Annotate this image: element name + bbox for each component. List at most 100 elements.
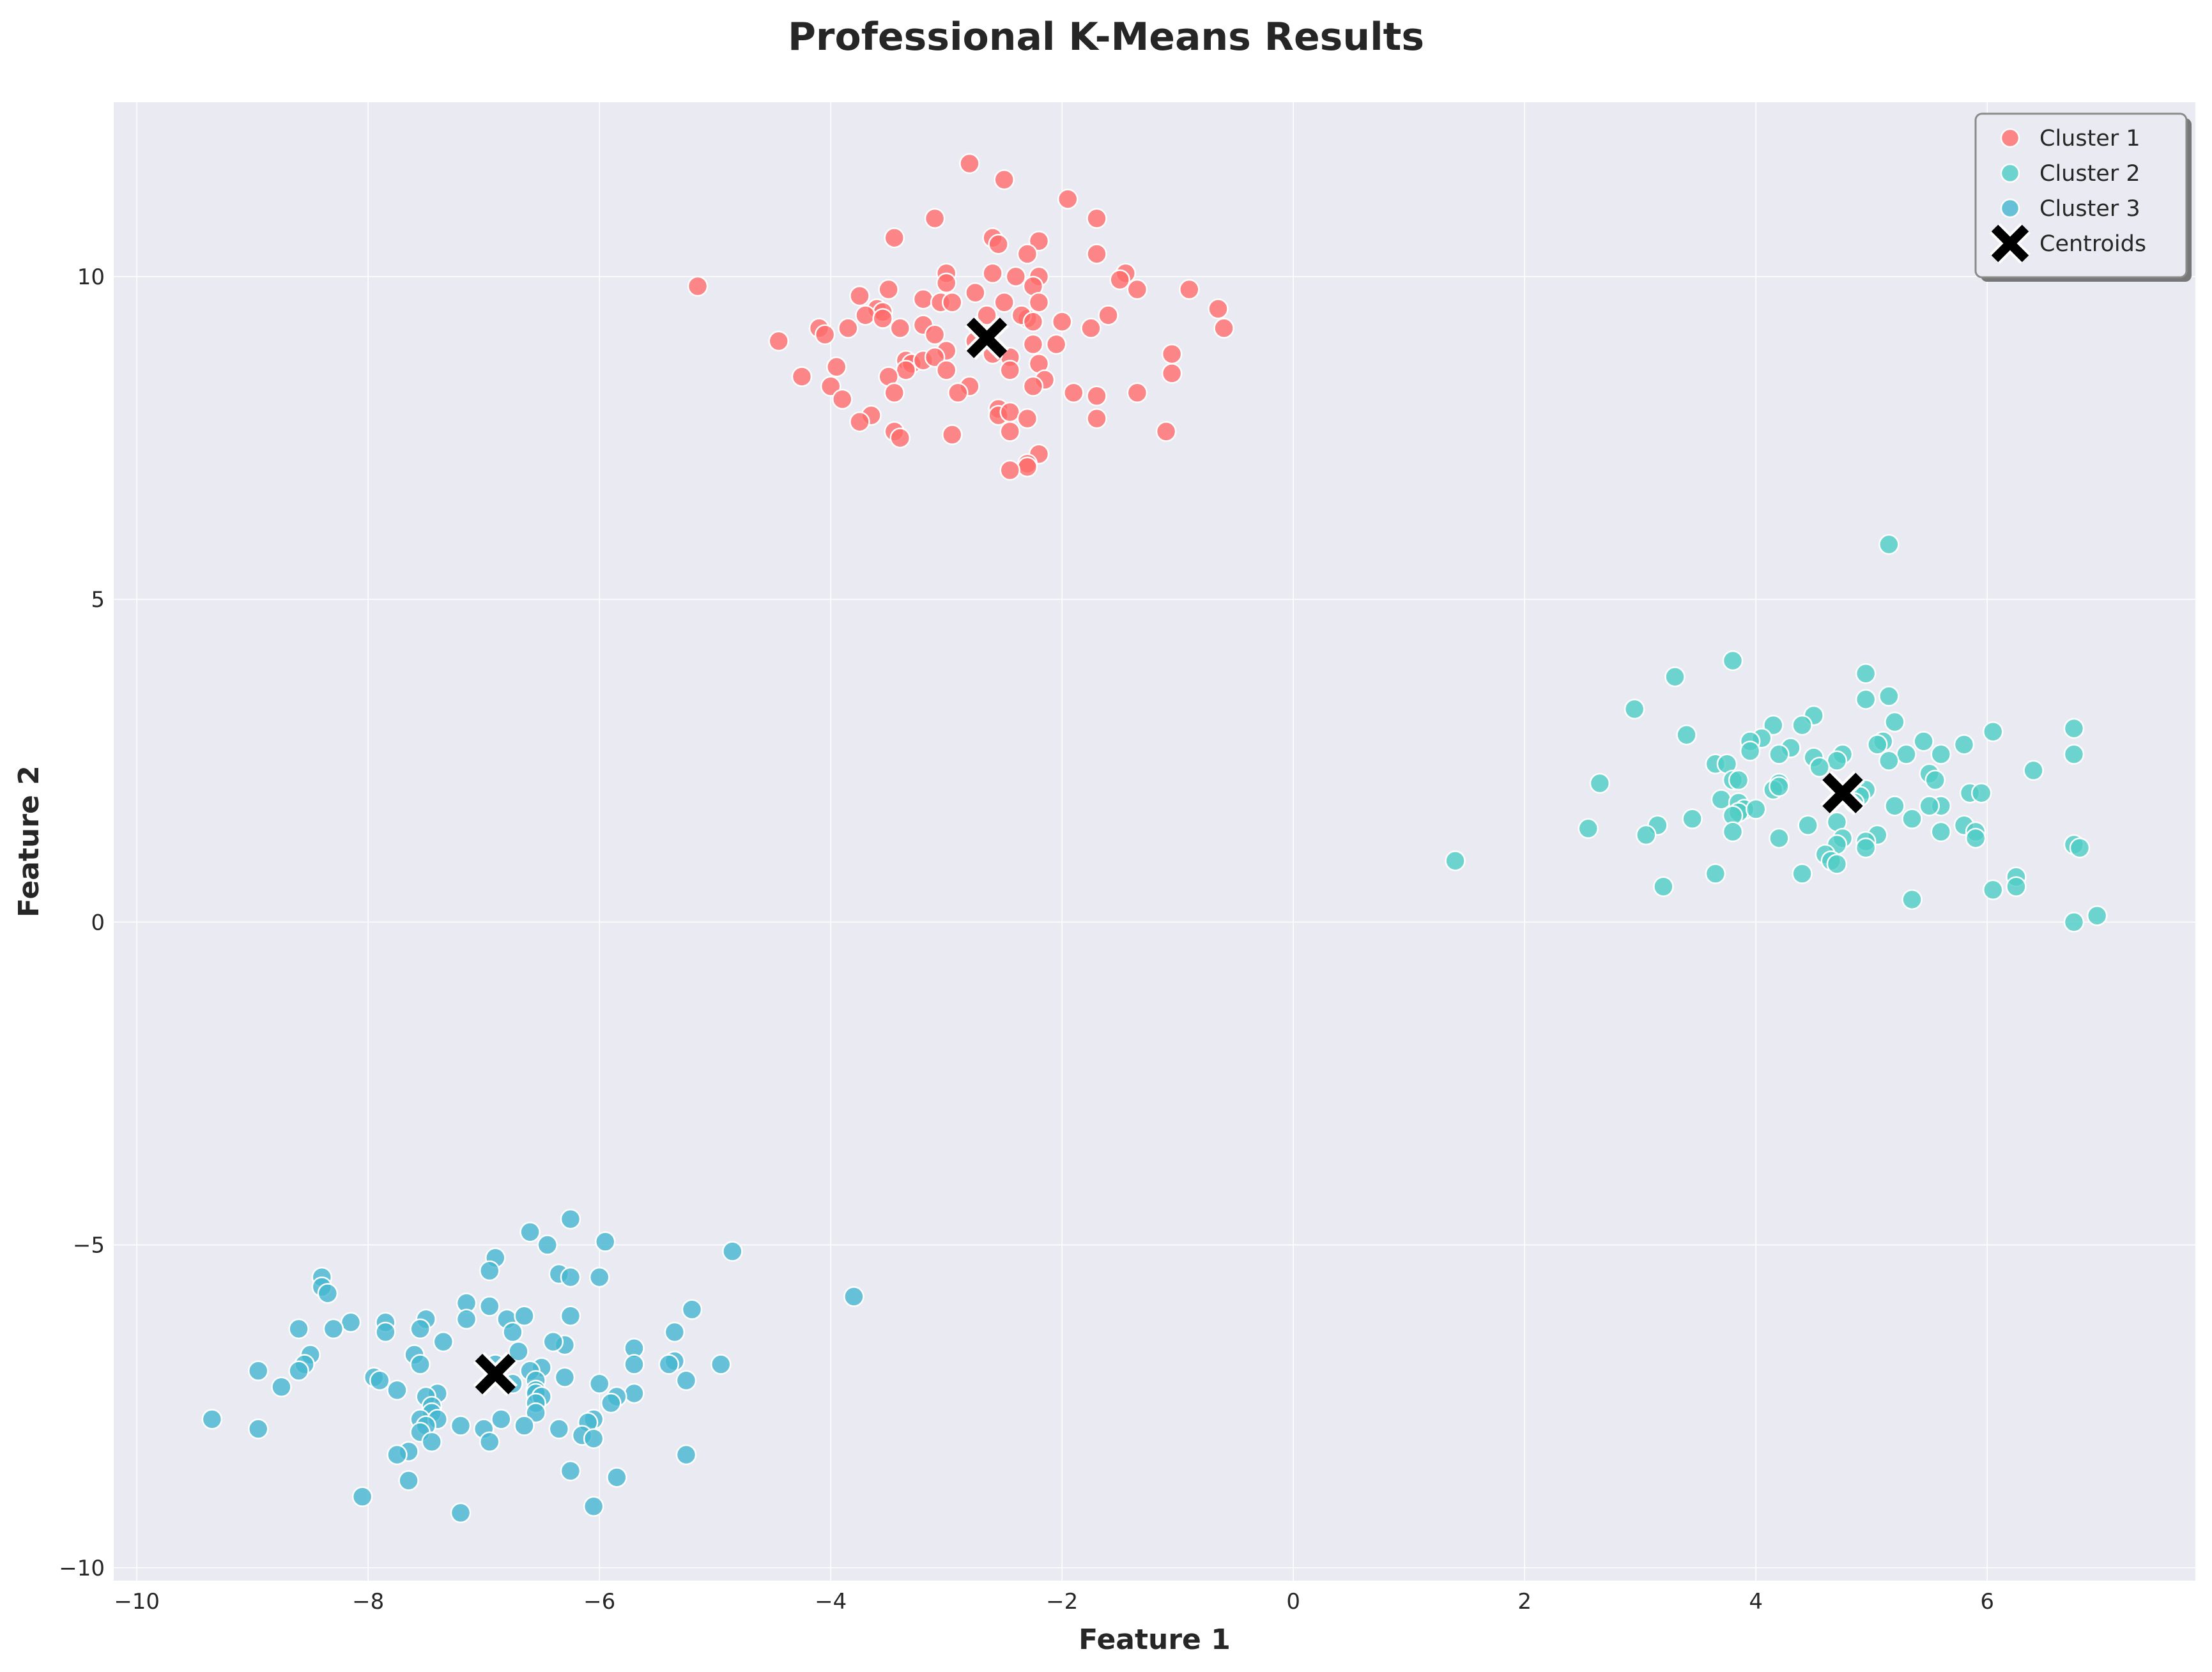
cluster-2-point bbox=[1792, 714, 1813, 736]
cluster-3-point bbox=[369, 1370, 390, 1392]
cluster-2-point bbox=[1445, 850, 1466, 871]
cluster-3-point bbox=[664, 1321, 686, 1343]
cluster-2-point bbox=[1901, 808, 1923, 829]
cluster-3-point bbox=[248, 1360, 269, 1381]
cluster-1-point bbox=[994, 169, 1015, 190]
grid-lines bbox=[114, 102, 2195, 1581]
cluster-3-point bbox=[351, 1486, 373, 1507]
cluster-1-point bbox=[1098, 305, 1119, 326]
cluster-3-point bbox=[502, 1321, 523, 1343]
cluster-3-point bbox=[323, 1318, 344, 1340]
cluster-1-point bbox=[1086, 243, 1107, 265]
cluster-1-point bbox=[924, 324, 946, 346]
legend-label: Cluster 1 bbox=[2039, 126, 2140, 151]
cluster-1-point bbox=[1086, 385, 1107, 407]
cluster-2-point bbox=[1676, 725, 1697, 746]
cluster-2-point bbox=[1970, 782, 1992, 804]
cluster-3-point bbox=[588, 1266, 610, 1288]
cluster-3-point bbox=[433, 1331, 454, 1353]
cluster-1-point bbox=[1126, 382, 1148, 403]
chart-legend: Cluster 1 Cluster 2 Cluster 3 Centroids bbox=[1974, 112, 2192, 282]
cluster-1-point bbox=[1161, 343, 1183, 365]
y-tick-label: −10 bbox=[59, 1556, 105, 1581]
cluster-2-point bbox=[1653, 876, 1674, 897]
cluster-1-point bbox=[826, 357, 847, 378]
cluster-2-point bbox=[1797, 815, 1818, 836]
cluster-2-point bbox=[1769, 744, 1790, 765]
cluster-1-point bbox=[855, 305, 876, 326]
legend-marker-centroids bbox=[1989, 222, 2031, 265]
cluster-1-point bbox=[832, 388, 853, 410]
cluster-1-point bbox=[1057, 188, 1079, 210]
cluster-3-point bbox=[450, 1415, 472, 1436]
cluster-2-point bbox=[1901, 889, 1923, 910]
cluster-1-point bbox=[1213, 318, 1234, 339]
cluster-3-point bbox=[387, 1444, 408, 1466]
centroid-markers bbox=[473, 316, 1865, 1397]
chart-title: Professional K-Means Results bbox=[788, 15, 1424, 59]
cluster-2-point bbox=[1983, 721, 2004, 742]
legend-marker-cluster-3 bbox=[2000, 198, 2020, 219]
x-tick-label: 6 bbox=[1980, 1589, 1994, 1614]
cluster-2-point bbox=[1624, 698, 1645, 720]
cluster-2-point bbox=[2063, 912, 2085, 933]
cluster-1-point bbox=[912, 288, 934, 310]
cluster-3-point bbox=[479, 1431, 500, 1452]
cluster-1-point bbox=[976, 305, 997, 326]
cluster-1-point bbox=[1161, 363, 1183, 384]
cluster-1-point bbox=[1022, 376, 1044, 397]
cluster-1-point bbox=[924, 208, 946, 229]
cluster-3-point bbox=[542, 1331, 564, 1353]
cluster-1-point bbox=[942, 424, 963, 445]
cluster-1-point bbox=[791, 366, 813, 387]
cluster-1-point bbox=[999, 459, 1020, 481]
cluster-2-point bbox=[1878, 686, 1900, 707]
cluster-2-point bbox=[1769, 776, 1790, 797]
cluster-3-point bbox=[410, 1354, 431, 1375]
cluster-2-point bbox=[1930, 821, 1952, 843]
x-tick-label: 2 bbox=[1517, 1589, 1532, 1614]
cluster-3-point bbox=[271, 1376, 292, 1398]
cluster-1-point bbox=[935, 272, 957, 294]
cluster-3-point bbox=[421, 1431, 442, 1452]
cluster-2-point bbox=[1924, 769, 1946, 791]
centroid-marker bbox=[964, 316, 1010, 360]
cluster-1-point bbox=[1086, 208, 1107, 229]
cluster-3-point bbox=[387, 1379, 408, 1401]
cluster-1-point bbox=[1022, 334, 1044, 355]
cluster-3-point bbox=[722, 1241, 743, 1262]
cluster-1-point bbox=[935, 360, 957, 381]
cluster-3-point bbox=[658, 1354, 680, 1375]
cluster-3-point bbox=[624, 1354, 645, 1375]
cluster-2-point bbox=[1884, 711, 1905, 733]
cluster-2-point bbox=[1965, 827, 1986, 849]
cluster-2-point bbox=[1636, 824, 1657, 846]
cluster-1-point bbox=[1005, 266, 1027, 288]
cluster-3-point bbox=[288, 1360, 309, 1381]
x-tick-label: −6 bbox=[583, 1589, 615, 1614]
cluster-2-point bbox=[2023, 760, 2044, 781]
cluster-2-point bbox=[2063, 717, 2085, 739]
x-tick-label: −4 bbox=[815, 1589, 847, 1614]
cluster-3-point bbox=[248, 1418, 269, 1439]
cluster-2-point bbox=[1983, 879, 2004, 901]
cluster-3-point bbox=[410, 1318, 431, 1340]
cluster-2-point bbox=[1763, 714, 1784, 736]
cluster-3-point bbox=[375, 1321, 396, 1343]
cluster-2-point bbox=[1878, 533, 1900, 555]
cluster-3-point bbox=[548, 1418, 570, 1439]
cluster-2-point bbox=[1722, 821, 1744, 843]
cluster-1-point bbox=[872, 308, 893, 329]
legend-marker-cluster-1 bbox=[2000, 128, 2020, 148]
cluster-3-point bbox=[554, 1367, 576, 1388]
cluster-2-point bbox=[1589, 772, 1611, 794]
cluster-3-point bbox=[479, 1296, 500, 1317]
cluster-1-point bbox=[1017, 408, 1038, 429]
cluster-1-point bbox=[924, 346, 946, 368]
cluster-1-point bbox=[889, 318, 911, 339]
cluster-2-point bbox=[1578, 818, 1599, 840]
cluster-1-point bbox=[942, 291, 963, 313]
cluster-2-point bbox=[1739, 740, 1761, 762]
cluster-2-point bbox=[2086, 905, 2108, 926]
